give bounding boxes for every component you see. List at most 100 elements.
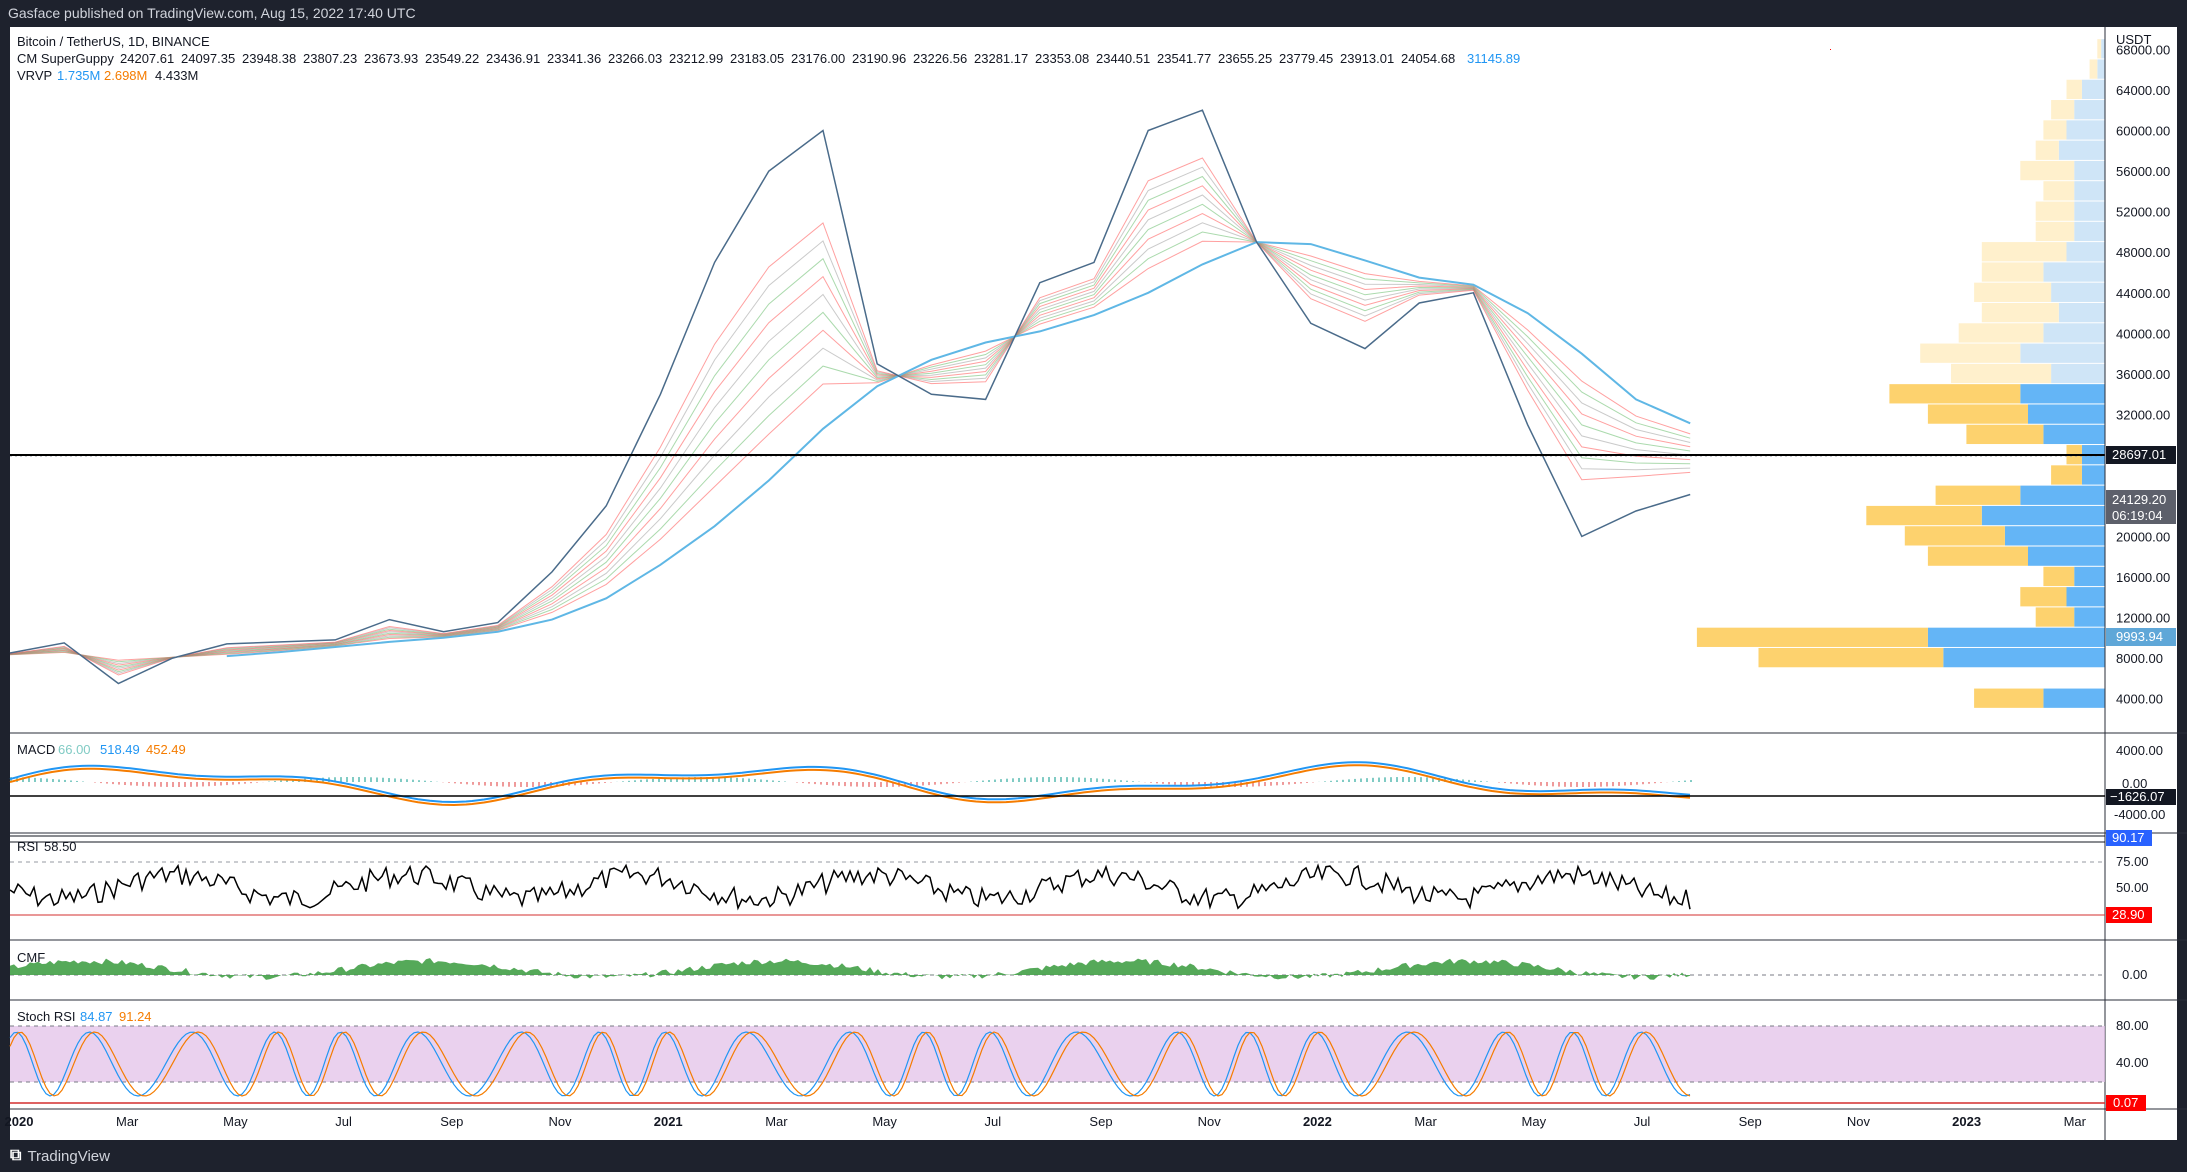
time-tick: Nov [1198, 1114, 1222, 1129]
macd-hist-bar [142, 782, 144, 787]
macd-hist-bar [184, 782, 186, 787]
price-line [9, 109, 1691, 685]
rsi-line [9, 863, 1691, 911]
macd-hist-bar [136, 782, 138, 786]
last-price-tag [2106, 490, 2176, 524]
guppy-value: 23266.03 [608, 51, 662, 66]
macd-hist-bar [334, 777, 336, 782]
price-tick: 8000.00 [2116, 651, 2163, 666]
guppy-band [10, 222, 1691, 665]
price-tick: 16000.00 [2116, 570, 2170, 585]
macd-pane[interactable]: MACD 66.00 518.49 452.49 4000.00 0.00 −1… [9, 742, 2176, 822]
macd-hist-bar [250, 782, 252, 784]
vrvp-value-up: 1.735M [57, 68, 100, 83]
macd-hist-bar [946, 782, 948, 784]
macd-hist-bar [1282, 782, 1284, 785]
macd-hist-bar [1480, 780, 1482, 782]
time-tick: Jul [335, 1114, 352, 1129]
vp-bar-up [1958, 323, 2044, 343]
rsi-lower-tag [2106, 907, 2152, 923]
macd-hist-bar [154, 782, 156, 787]
time-tick: Jul [1634, 1114, 1651, 1129]
guppy-value: 23353.08 [1035, 51, 1089, 66]
macd-hist-bar [1486, 781, 1488, 782]
stoch-rsi-pane[interactable]: Stoch RSI 84.87 91.24 80.00 40.00 0.07 [9, 1009, 2149, 1111]
vp-bar-down [2043, 323, 2105, 343]
guppy-legend-values: 24207.61 24097.35 23948.38 23807.23 23673.93… [120, 51, 1520, 66]
hline-price-tag [2106, 446, 2176, 464]
macd-hist-bar [1660, 782, 1662, 783]
guppy-value: 23948.38 [242, 51, 296, 66]
cmf-path [10, 958, 1691, 980]
vrvp-value-down: 2.698M [104, 68, 147, 83]
macd-hist-bar [634, 780, 636, 782]
macd-hist-bar [1264, 782, 1266, 787]
stoch-tick: 40.00 [2116, 1055, 2149, 1070]
macd-hist-bar [532, 782, 534, 787]
guppy-value: 23183.05 [730, 51, 784, 66]
macd-hist-bar [862, 782, 864, 787]
vp-bar-up [2035, 201, 2075, 221]
macd-hist-bar [460, 782, 462, 784]
macd-hist-bar [622, 781, 624, 782]
rsi-pane[interactable]: RSI 58.50 90.17 75.00 50.00 28.90 [9, 830, 2152, 923]
stoch-value-d: 91.24 [119, 1009, 152, 1024]
guppy-value: 24054.68 [1401, 51, 1455, 66]
cmf-tick: 0.00 [2122, 967, 2147, 982]
vp-bar-up [1927, 404, 2028, 424]
guppy-band [10, 185, 1691, 671]
macd-hist-bar [64, 779, 66, 782]
signal-line [9, 764, 1691, 807]
macd-hist-bar [1384, 777, 1386, 782]
time-tick: Sep [1739, 1114, 1762, 1129]
macd-hist-bar [1546, 782, 1548, 787]
macd-hist-bar [1528, 782, 1530, 785]
rsi-tick: 75.00 [2116, 854, 2149, 869]
macd-hist-bar [1594, 782, 1596, 787]
vp-bar-down [2028, 404, 2105, 424]
time-tick: Sep [1089, 1114, 1112, 1129]
macd-hist-bar [1534, 782, 1536, 786]
price-axis[interactable]: USDT 68000.00 64000.00 60000.00 56000.00 520… [2116, 32, 2170, 707]
macd-hist-bar [1084, 777, 1086, 782]
macd-hist-bar [1612, 782, 1614, 787]
main-price-pane[interactable] [9, 39, 2105, 708]
macd-hist-bar [454, 782, 456, 784]
vp-bar-down [2020, 485, 2105, 505]
macd-hist-bar [1006, 778, 1008, 782]
guppy-band [10, 231, 1691, 663]
guppy-value: 23655.25 [1218, 51, 1272, 66]
macd-hist-bar [208, 782, 210, 787]
vp-bar-up [1951, 363, 2052, 384]
macd-hist-bar [28, 777, 30, 782]
vp-bar-up [1889, 384, 2021, 404]
macd-hist-bar [1498, 782, 1500, 783]
time-tick: Nov [1847, 1114, 1871, 1129]
macd-lines [9, 761, 1691, 807]
vp-bar-down [2058, 302, 2105, 323]
macd-hist-bar [988, 780, 990, 782]
macd-hist-bar [1078, 777, 1080, 782]
vp-bar-down [2074, 181, 2105, 201]
macd-hist-bar [1462, 779, 1464, 782]
cmf-pane[interactable]: CMF 0.00 [10, 950, 2147, 982]
macd-hist-bar [220, 782, 222, 786]
price-tick: 48000.00 [2116, 245, 2170, 260]
volume-profile [1696, 39, 2105, 708]
price-tick: 40000.00 [2116, 326, 2170, 341]
time-axis[interactable]: 2020 Mar May Jul Sep Nov 2021 Mar May Jul Sep Nov 20… [5, 1114, 2087, 1129]
time-tick: Mar [116, 1114, 139, 1129]
macd-hist-bar [1504, 782, 1506, 784]
macd-hist-bar [1108, 779, 1110, 782]
macd-hist-bar [730, 777, 732, 782]
chart-svg[interactable]: Bitcoin / TetherUS, 1D, BINANCE CM Super… [0, 27, 2187, 1140]
macd-hist-bar [22, 777, 24, 782]
vp-bar-down [2074, 607, 2105, 627]
vp-bar-down [2020, 384, 2105, 404]
macd-hist-bar [1618, 782, 1620, 786]
vp-bar-down [2081, 79, 2105, 100]
macd-hist-bar [1012, 778, 1014, 782]
time-tick: 2020 [5, 1114, 34, 1129]
guppy-value: 23281.17 [974, 51, 1028, 66]
price-tick: 52000.00 [2116, 205, 2170, 220]
